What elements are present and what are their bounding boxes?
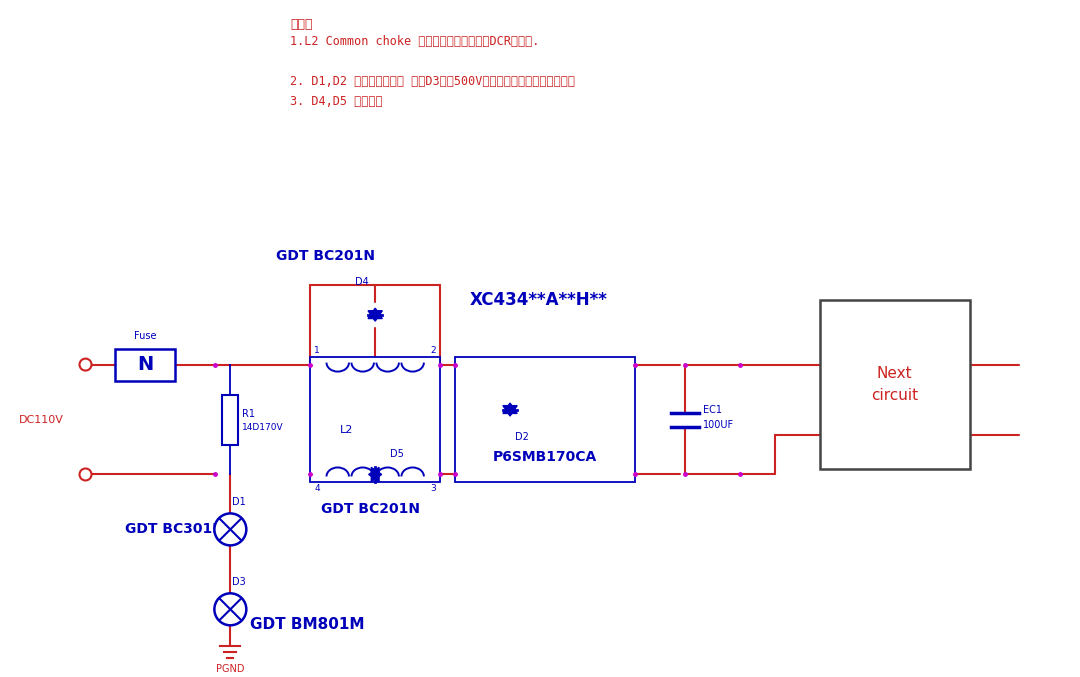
Text: GDT BC201N: GDT BC201N — [275, 248, 375, 263]
Text: GDT BC301N-D: GDT BC301N-D — [125, 523, 242, 536]
Text: 1.L2 Common choke 的选型，注意电流以及DCR的大小.: 1.L2 Common choke 的选型，注意电流以及DCR的大小. — [291, 35, 540, 48]
Polygon shape — [368, 308, 382, 319]
Bar — [310, 357, 441, 483]
Text: 3: 3 — [430, 484, 436, 493]
Circle shape — [214, 593, 246, 626]
Text: P6SMB170CA: P6SMB170CA — [492, 450, 597, 464]
Bar — [820, 300, 970, 469]
Bar — [455, 357, 635, 483]
Text: R1: R1 — [242, 408, 255, 418]
Text: D1: D1 — [232, 498, 246, 508]
Text: N: N — [137, 355, 153, 374]
Bar — [116, 349, 175, 380]
Text: D5: D5 — [390, 450, 404, 460]
Polygon shape — [368, 311, 382, 321]
Text: XC434**A**H**: XC434**A**H** — [470, 290, 608, 309]
Text: D4: D4 — [355, 277, 369, 286]
Text: PGND: PGND — [216, 664, 244, 674]
Polygon shape — [368, 467, 379, 481]
Text: GDT BC201N: GDT BC201N — [321, 502, 420, 517]
Text: 3. D4,D5 退耦作用: 3. D4,D5 退耦作用 — [291, 95, 383, 108]
Text: D3: D3 — [232, 577, 246, 588]
Text: 14D170V: 14D170V — [242, 423, 284, 432]
Polygon shape — [372, 467, 381, 481]
Text: 2. D1,D2 ，为防雷模块。 其中D3测试500V络缘阻抗所增加（接地外壳）: 2. D1,D2 ，为防雷模块。 其中D3测试500V络缘阻抗所增加（接地外壳） — [291, 75, 576, 88]
Text: L2: L2 — [340, 424, 353, 435]
Text: 2: 2 — [431, 346, 436, 355]
Polygon shape — [503, 403, 517, 414]
Text: 100UF: 100UF — [703, 420, 734, 429]
Bar — [222, 395, 239, 445]
Text: GDT BM801M: GDT BM801M — [251, 617, 365, 632]
Circle shape — [214, 513, 246, 546]
Polygon shape — [503, 406, 517, 416]
Text: D2: D2 — [515, 431, 529, 441]
Text: EC1: EC1 — [703, 405, 721, 414]
Text: 4: 4 — [314, 484, 320, 493]
Text: DC110V: DC110V — [18, 414, 64, 424]
Text: 1: 1 — [314, 346, 320, 355]
Text: 备注：: 备注： — [291, 18, 313, 31]
Text: Fuse: Fuse — [134, 330, 157, 341]
Text: Next
circuit: Next circuit — [872, 366, 918, 403]
